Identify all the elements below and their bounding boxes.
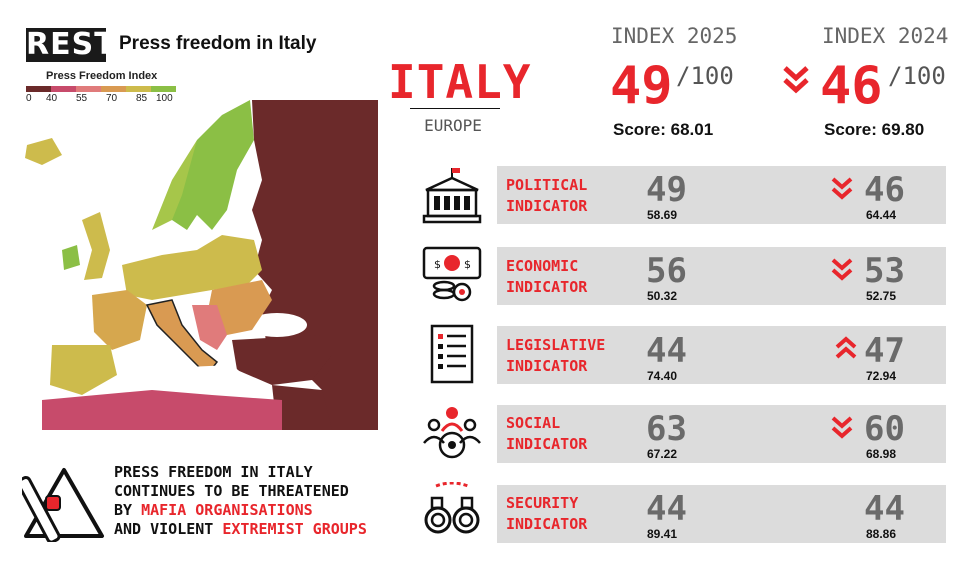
legend-tick: 70: [106, 93, 118, 104]
double-chevron-down-icon: [831, 416, 853, 439]
indicator-label: LEGISLATIVE INDICATOR: [506, 336, 606, 375]
legislative-indicator-row: [497, 326, 946, 384]
indicator-label: POLITICAL INDICATOR: [506, 176, 588, 215]
highlight-mafia: MAFIA ORGANISATIONS: [141, 501, 313, 519]
indicator-label: ECONOMIC INDICATOR: [506, 257, 588, 296]
index-2025-of: /100: [676, 62, 734, 90]
index-2024-score: Score: 69.80: [824, 120, 925, 139]
indicator-score-2025: 74.40: [647, 369, 678, 383]
index-2024-rank: 46: [820, 56, 883, 116]
legend-tick: 40: [46, 93, 58, 104]
statement-text: PRESS FREEDOM IN ITALY CONTINUES TO BE T…: [114, 463, 367, 538]
europe-map: [25, 100, 378, 430]
double-chevron-up-icon: [835, 336, 857, 359]
legend-tick: 0: [26, 93, 32, 104]
indicator-score-2024: 52.75: [866, 289, 897, 303]
indicator-score-2024: 72.94: [866, 369, 897, 383]
double-chevron-down-icon: [783, 66, 809, 94]
indicator-score-2025: 89.41: [647, 527, 678, 541]
people-group-icon: [423, 407, 481, 459]
divider: [410, 108, 500, 109]
svg-text:$: $: [464, 258, 471, 271]
indicator-label: SOCIAL INDICATOR: [506, 414, 588, 453]
indicator-rank-2024: 44: [864, 489, 905, 529]
page-title: Press freedom in Italy: [119, 33, 317, 54]
legend-ticks: 0 40 55 70 85 100: [22, 93, 182, 105]
legend-color-bar: [26, 86, 176, 92]
country-name: ITALY: [388, 55, 532, 109]
svg-text:$: $: [434, 258, 441, 271]
legend-tick: 85: [136, 93, 148, 104]
money-icon: $ $: [422, 246, 482, 302]
social-indicator-row: [497, 405, 946, 463]
index-2025-score: Score: 68.01: [613, 120, 714, 139]
indicator-rank-2024: 46: [864, 170, 905, 210]
document-list-icon: [430, 324, 474, 384]
indicator-score-2024: 68.98: [866, 447, 897, 461]
handcuffs-icon: [424, 482, 480, 534]
index-2025-rank: 49: [610, 56, 673, 116]
economic-indicator-row: [497, 247, 946, 305]
indicator-label: SECURITY INDICATOR: [506, 494, 588, 533]
indicator-rank-2024: 60: [864, 409, 905, 449]
indicator-rank-2025: 56: [646, 251, 687, 291]
legend-title: Press Freedom Index: [46, 70, 158, 82]
legend-tick: 55: [76, 93, 88, 104]
indicator-rank-2025: 44: [646, 331, 687, 371]
rest-logo: REST: [26, 27, 116, 62]
index-2024-label: INDEX 2024: [822, 24, 949, 48]
indicator-score-2025: 50.32: [647, 289, 678, 303]
indicator-rank-2025: 44: [646, 489, 687, 529]
index-2025-label: INDEX 2025: [611, 24, 738, 48]
indicator-rank-2024: 53: [864, 251, 905, 291]
indicator-rank-2024: 47: [864, 331, 905, 371]
double-chevron-down-icon: [831, 177, 853, 200]
warning-baton-icon: [22, 468, 104, 542]
indicator-rank-2025: 63: [646, 409, 687, 449]
indicator-score-2024: 88.86: [866, 527, 897, 541]
political-indicator-row: [497, 166, 946, 224]
security-indicator-row: [497, 485, 946, 543]
legend-tick: 100: [156, 93, 173, 104]
region-label: EUROPE: [424, 116, 482, 135]
indicator-score-2025: 58.69: [647, 208, 678, 222]
index-2024-of: /100: [888, 62, 946, 90]
building-icon: [422, 168, 482, 224]
indicator-rank-2025: 49: [646, 170, 687, 210]
double-chevron-down-icon: [831, 258, 853, 281]
indicator-score-2025: 67.22: [647, 447, 678, 461]
indicator-score-2024: 64.44: [866, 208, 897, 222]
highlight-extremist: EXTREMIST GROUPS: [222, 520, 367, 538]
